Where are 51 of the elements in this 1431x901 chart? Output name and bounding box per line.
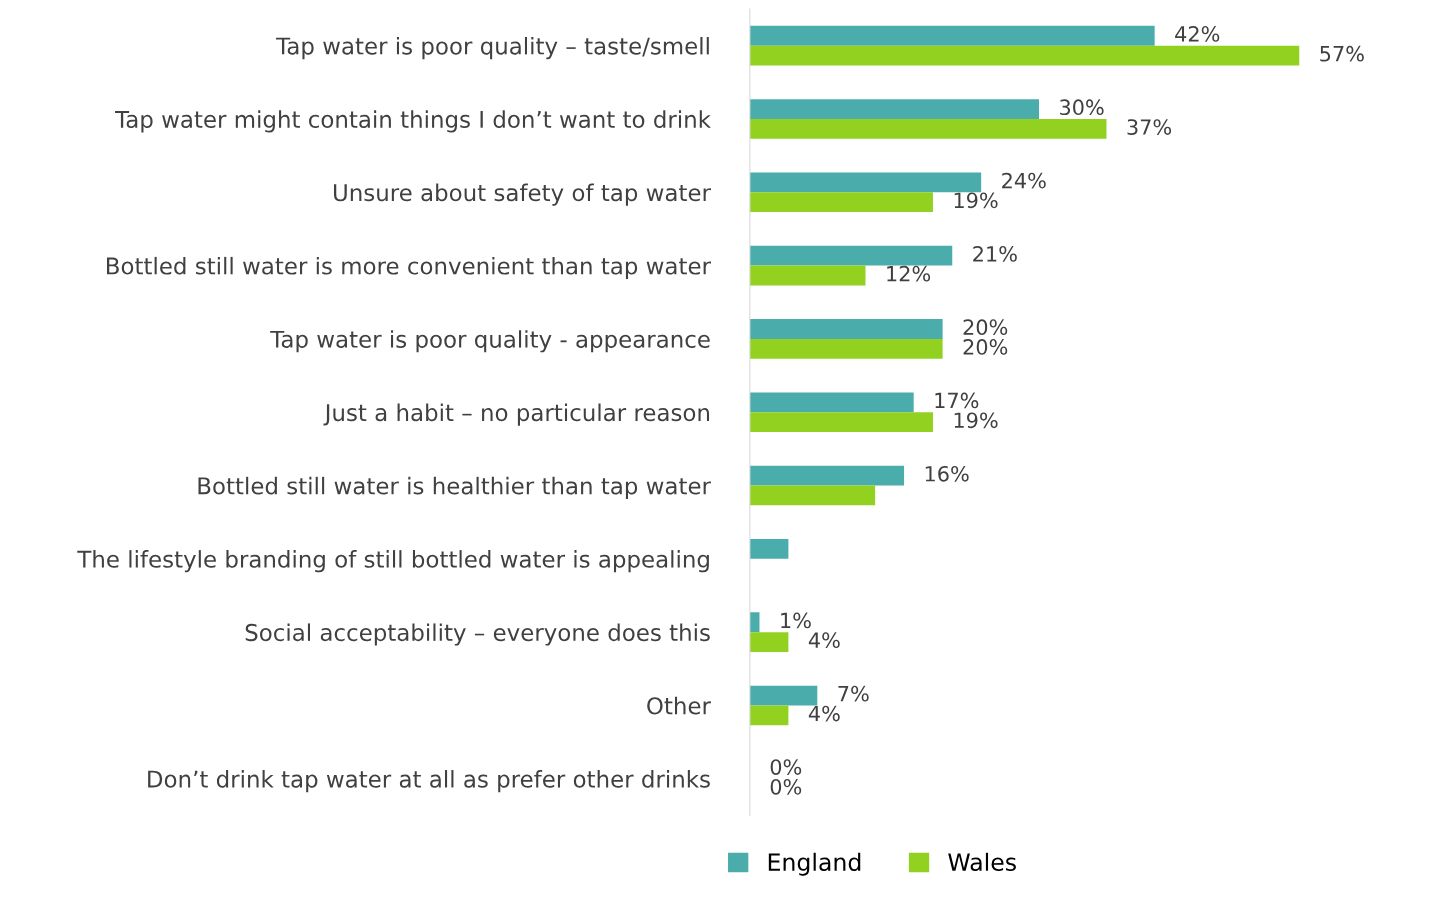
legend-label: England	[768, 852, 861, 876]
bar	[749, 192, 933, 213]
data-label: 42%	[1175, 26, 1220, 42]
data-label: 1%	[781, 612, 811, 629]
y-tick-label: Social acceptability – everyone does this	[245, 623, 710, 646]
bar	[749, 338, 943, 359]
data-label: 20%	[963, 339, 1008, 355]
data-label: 19%	[954, 412, 998, 429]
data-label: 24%	[1002, 172, 1046, 189]
data-label: 4%	[808, 705, 840, 722]
bar	[749, 25, 1155, 46]
bar	[749, 612, 760, 633]
bar	[749, 412, 933, 432]
bar	[749, 245, 953, 266]
data-label: 4%	[808, 632, 840, 649]
data-label: 7%	[838, 685, 869, 702]
y-tick-label: Don’t drink tap water at all as prefer other drinks	[148, 770, 710, 793]
bar	[749, 45, 1300, 66]
data-label: 57%	[1320, 45, 1364, 62]
data-label: 30%	[1060, 99, 1104, 116]
y-tick-label: Just a habit – no particular reason	[323, 403, 710, 426]
y-tick-label: Tap water might contain things I don’t want to drink	[115, 110, 711, 133]
y-tick-label: Unsure about safety of tap water	[333, 183, 711, 206]
y-tick-label: Other	[647, 696, 711, 715]
bar	[749, 172, 982, 193]
legend-label: Wales	[948, 852, 1016, 872]
bar	[749, 632, 789, 652]
data-label: 17%	[935, 392, 979, 409]
bar	[749, 485, 876, 506]
bar	[749, 685, 818, 706]
bar	[749, 99, 1039, 119]
data-label: 19%	[954, 192, 998, 209]
data-label: 0%	[770, 759, 802, 775]
bar	[749, 465, 905, 486]
bar	[749, 118, 1107, 139]
data-label: 37%	[1127, 119, 1172, 135]
data-label: 16%	[925, 465, 969, 482]
bar	[749, 319, 943, 339]
data-label: 12%	[887, 265, 931, 282]
data-label: 0%	[770, 778, 802, 795]
bar	[749, 392, 914, 413]
bar	[749, 265, 866, 286]
data-label: 21%	[973, 245, 1017, 262]
bar	[749, 705, 789, 726]
bar	[749, 539, 789, 559]
y-tick-label: The lifestyle branding of still bottled water is appealing	[77, 550, 709, 573]
y-tick-label: Tap water is poor quality – taste/smell	[276, 36, 709, 60]
y-tick-label: Bottled still water is healthier than tap water	[198, 476, 711, 499]
y-tick-label: Bottled still water is more convenient than tap water	[106, 256, 711, 280]
data-label: 20%	[963, 319, 1008, 336]
y-tick-label: Tap water is poor quality - appearance	[270, 330, 710, 353]
